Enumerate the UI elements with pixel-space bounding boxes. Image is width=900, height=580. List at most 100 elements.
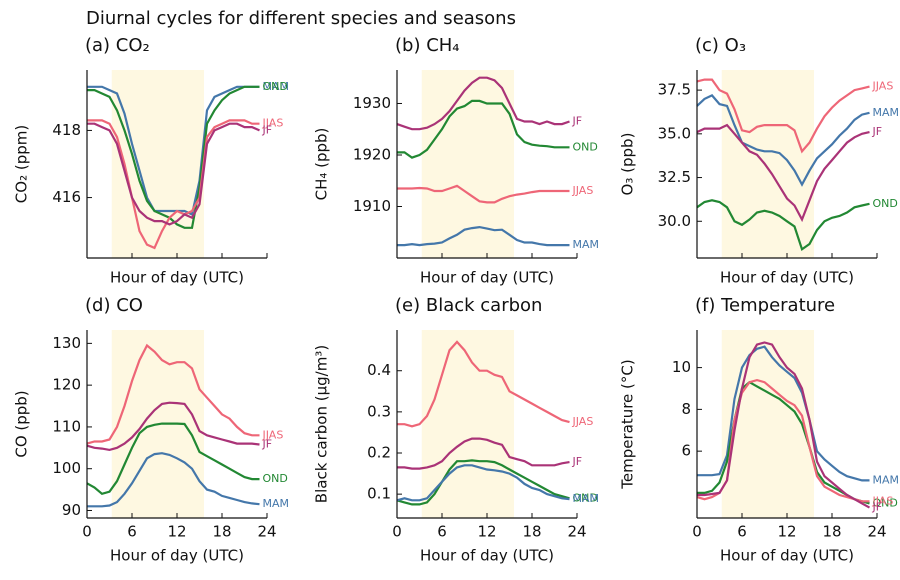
series-label: OND <box>263 80 288 93</box>
y-tick-label: 0.2 <box>367 444 391 462</box>
series-line <box>696 199 870 252</box>
x-tick-label: 6 <box>737 523 747 541</box>
x-tick-label: 24 <box>867 523 886 541</box>
x-tick-label: 12 <box>477 523 496 541</box>
series-label: JF <box>572 455 583 468</box>
series-label: JF <box>872 125 883 138</box>
panel-title: (d) CO <box>85 295 143 316</box>
series-label: MAM <box>873 473 900 486</box>
y-axis-label: CO (ppb) <box>13 390 31 457</box>
y-tick-label: 1910 <box>353 197 391 215</box>
x-tick-label: 0 <box>392 523 402 541</box>
y-tick-label: 0.4 <box>367 361 391 379</box>
series-line <box>86 401 260 452</box>
x-tick-label: 0 <box>692 523 702 541</box>
series-line <box>87 85 260 216</box>
panel-title: (f) Temperature <box>695 295 835 316</box>
series-label: JF <box>262 437 273 450</box>
series-line <box>397 184 570 204</box>
series-label: JJAS <box>262 117 284 130</box>
panel-title: (b) CH₄ <box>395 35 460 56</box>
panel-title: (e) Black carbon <box>395 295 542 316</box>
x-axis-label: Hour of day (UTC) <box>420 269 554 287</box>
x-tick-label: 24 <box>257 523 276 541</box>
x-tick-label: 6 <box>437 523 447 541</box>
y-tick-label: 37.5 <box>658 81 691 99</box>
x-tick-label: 18 <box>822 523 841 541</box>
y-tick-label: 90 <box>62 501 81 519</box>
daytime-shading <box>421 70 514 258</box>
y-tick-label: 8 <box>681 400 691 418</box>
series-label: MAM <box>263 497 290 510</box>
series-line <box>697 341 871 509</box>
series-label: JJAS <box>262 428 284 441</box>
series-line <box>397 225 570 247</box>
y-tick-label: 35.0 <box>658 124 691 142</box>
series-line <box>697 345 870 482</box>
y-tick-label: 416 <box>52 188 81 206</box>
series-label: JF <box>262 123 273 136</box>
y-axis-label: CO₂ (ppm) <box>13 125 31 203</box>
y-tick-label: 32.5 <box>658 168 691 186</box>
series-line <box>397 340 570 428</box>
series-label: JJAS <box>572 415 594 428</box>
series-label: OND <box>873 197 898 210</box>
series-line <box>87 122 260 226</box>
x-tick-label: 12 <box>777 523 796 541</box>
series-line <box>396 459 570 506</box>
series-label: MAM <box>573 238 600 251</box>
series-line <box>696 94 870 187</box>
series-line <box>86 343 260 445</box>
series-label: MAM <box>873 106 900 119</box>
y-tick-label: 30.0 <box>658 212 691 230</box>
series-line <box>696 78 870 154</box>
series-label: OND <box>573 140 598 153</box>
series-line <box>697 380 870 505</box>
series-label: JJAS <box>572 184 594 197</box>
y-tick-label: 0.1 <box>367 485 391 503</box>
y-tick-label: 100 <box>52 459 81 477</box>
y-axis-label: CH₄ (ppb) <box>313 128 331 201</box>
y-axis-label: O₃ (ppb) <box>619 133 637 196</box>
y-tick-label: 130 <box>52 334 81 352</box>
y-tick-label: 6 <box>681 442 691 460</box>
series-line <box>396 464 570 502</box>
series-label: JF <box>572 115 583 128</box>
figure-title: Diurnal cycles for different species and… <box>86 8 516 29</box>
daytime-shading <box>721 330 814 518</box>
series-line <box>696 123 870 223</box>
y-axis-label: Black carbon (µg/m³) <box>313 345 331 503</box>
x-tick-label: 6 <box>127 523 137 541</box>
series-label: JJAS <box>872 80 894 93</box>
series-line <box>397 99 570 159</box>
y-tick-label: 418 <box>52 121 81 139</box>
x-tick-label: 18 <box>212 523 231 541</box>
series-line <box>87 119 260 250</box>
y-tick-label: 110 <box>52 417 81 435</box>
series-line <box>87 452 260 508</box>
x-tick-label: 0 <box>82 523 92 541</box>
series-line <box>396 76 570 131</box>
x-tick-label: 12 <box>167 523 186 541</box>
y-tick-label: 10 <box>672 358 691 376</box>
panel-title: (a) CO₂ <box>85 35 150 56</box>
series-label: JJAS <box>872 494 894 507</box>
x-axis-label: Hour of day (UTC) <box>420 547 554 565</box>
series-line <box>397 437 570 470</box>
x-axis-label: Hour of day (UTC) <box>110 547 244 565</box>
x-axis-label: Hour of day (UTC) <box>110 269 244 287</box>
daytime-shading <box>111 70 204 258</box>
y-axis-label: Temperature (°C) <box>619 359 637 489</box>
series-label: MAM <box>573 492 600 505</box>
series-line <box>86 422 260 496</box>
series-label: OND <box>263 472 288 485</box>
x-axis-label: Hour of day (UTC) <box>720 269 854 287</box>
y-tick-label: 0.3 <box>367 402 391 420</box>
series-line <box>87 85 260 229</box>
series-label: OND <box>873 496 898 509</box>
x-tick-label: 18 <box>522 523 541 541</box>
y-tick-label: 120 <box>52 376 81 394</box>
y-tick-label: 1920 <box>353 145 391 163</box>
series-label: MAM <box>263 80 290 93</box>
